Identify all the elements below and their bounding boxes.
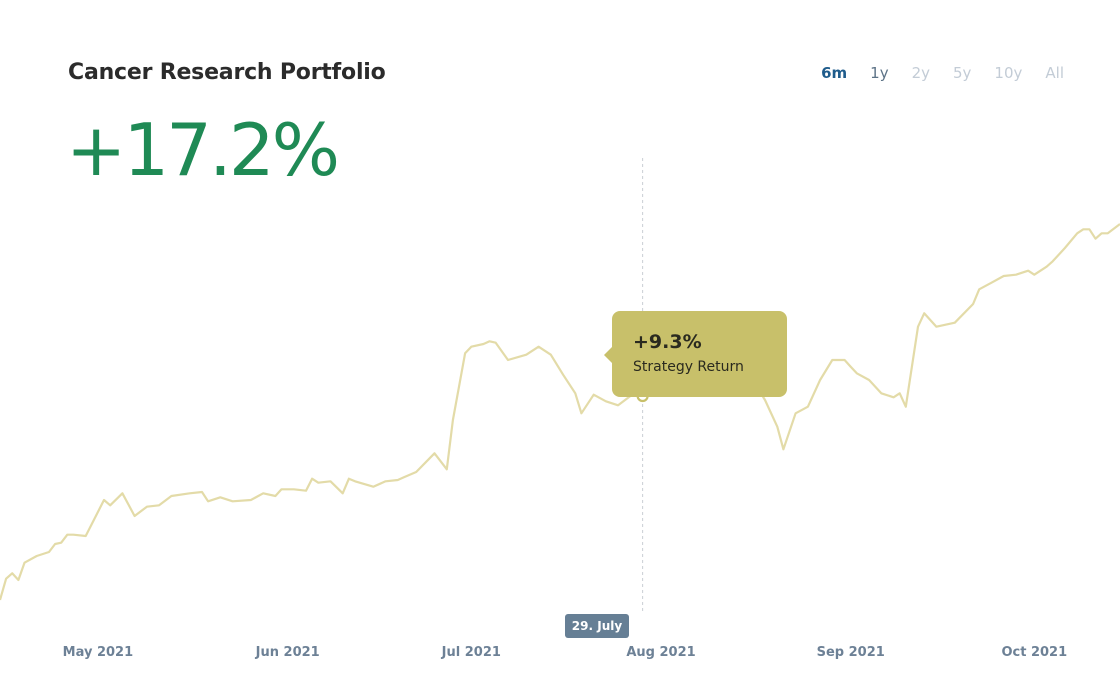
range-5y-button[interactable]: 5y	[953, 64, 972, 82]
x-tick-label: Aug 2021	[626, 645, 696, 660]
x-tick-label: May 2021	[62, 645, 134, 660]
page-title: Cancer Research Portfolio	[68, 60, 386, 85]
x-tick-label: Jul 2021	[441, 645, 501, 660]
range-1y-button[interactable]: 1y	[870, 64, 889, 82]
tooltip: +9.3% Strategy Return	[604, 311, 787, 397]
range-10y-button[interactable]: 10y	[994, 64, 1023, 82]
tooltip-label: Strategy Return	[633, 359, 744, 375]
range-all-button[interactable]: All	[1045, 64, 1064, 82]
total-return-value: +17.2%	[66, 108, 340, 192]
x-tick-label: Oct 2021	[1001, 645, 1068, 660]
range-2y-button[interactable]: 2y	[911, 64, 930, 82]
crosshair-date-label: 29. July	[565, 614, 629, 638]
series-line-strategy-return	[0, 223, 1120, 601]
range-6m-button[interactable]: 6m	[821, 64, 848, 82]
x-tick-label: Sep 2021	[816, 645, 885, 660]
tooltip-value: +9.3%	[633, 331, 702, 353]
x-tick-label: Jun 2021	[255, 645, 320, 660]
range-selector: 6m 1y 2y 5y 10y All	[798, 64, 1064, 82]
